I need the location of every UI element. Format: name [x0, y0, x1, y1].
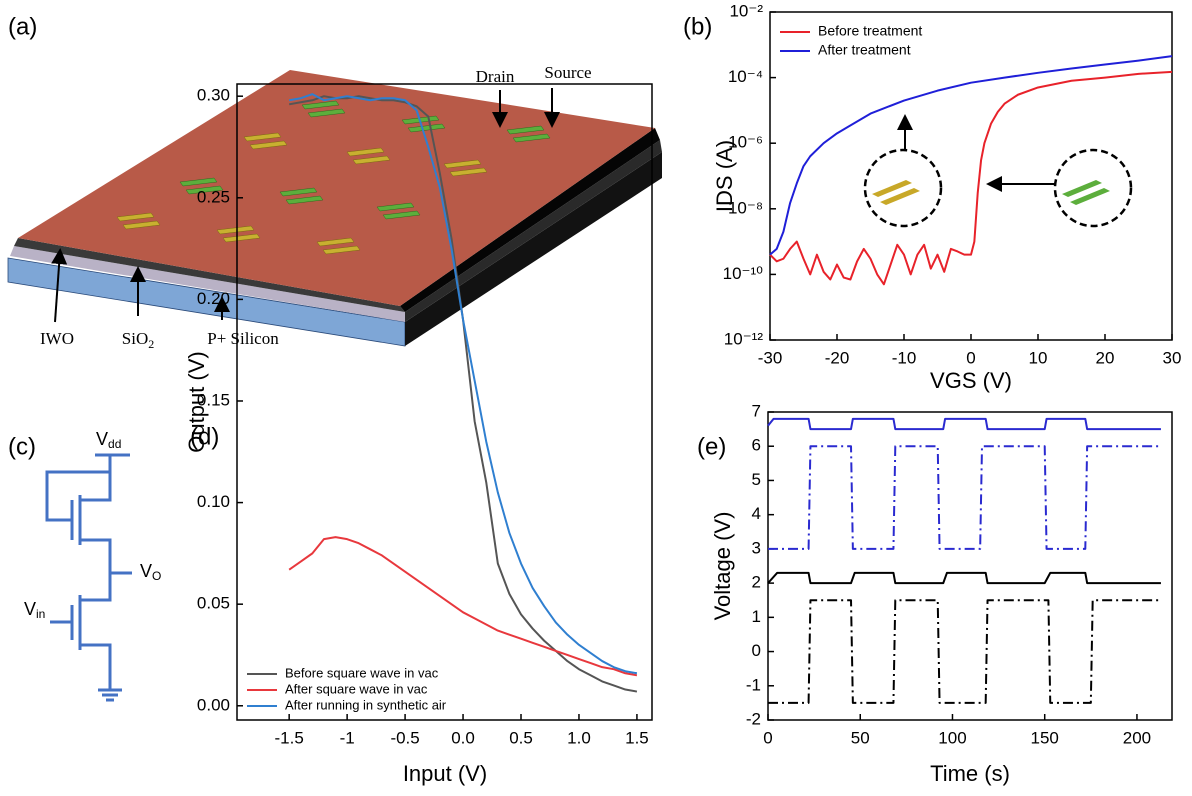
x-tick-label: -0.5	[390, 728, 419, 747]
panel-label: (a)	[8, 13, 37, 40]
y-tick-label: 0.30	[197, 86, 230, 105]
iwo-label: IWO	[40, 329, 74, 348]
x-axis-title: Time (s)	[930, 761, 1010, 786]
y-axis-title: Voltage (V)	[710, 512, 735, 621]
y-axis-title: IDS (A)	[712, 140, 737, 212]
y-tick-label: 0.25	[197, 187, 230, 206]
x-tick-label: -1	[340, 728, 355, 747]
x-tick-label: -1.5	[275, 728, 304, 747]
vdd-sub: dd	[108, 437, 121, 451]
x-tick-label: 100	[938, 728, 966, 747]
y-tick-label: 10⁻¹²	[724, 329, 764, 348]
y-tick-label: 0	[752, 641, 761, 660]
legend-label: Before treatment	[818, 23, 922, 39]
vin-base: V	[24, 599, 36, 619]
x-tick-label: 10	[1029, 348, 1048, 367]
vdd-label: Vdd	[96, 429, 121, 451]
series-line	[768, 446, 1161, 549]
x-tick-label: 0.5	[509, 728, 533, 747]
x-tick-label: 30	[1163, 348, 1182, 367]
silicon-label: P+ Silicon	[207, 329, 279, 348]
x-axis-title: Input (V)	[403, 761, 487, 786]
y-tick-label: 10⁻²	[729, 1, 763, 20]
legend-label: After square wave in vac	[285, 681, 428, 696]
legend-label: After treatment	[818, 42, 911, 58]
inset-illustrations	[865, 118, 1131, 226]
y-tick-label: 4	[752, 504, 761, 523]
sio2-label: SiO2	[122, 329, 154, 351]
sio2-sub: 2	[148, 337, 154, 351]
y-tick-label: 5	[752, 470, 761, 489]
y-tick-label: 0.20	[197, 289, 230, 308]
y-tick-label: 0.05	[197, 594, 230, 613]
vdd-base: V	[96, 429, 108, 449]
x-tick-label: 0	[763, 728, 772, 747]
y-tick-label: 3	[752, 538, 761, 557]
y-tick-label: -1	[746, 675, 761, 694]
sio2-base: SiO	[122, 329, 148, 348]
x-tick-label: 50	[851, 728, 870, 747]
series-line	[768, 419, 1161, 429]
y-axis-title: Output (V)	[184, 351, 209, 452]
y-tick-label: -2	[746, 709, 761, 728]
x-tick-label: 20	[1096, 348, 1115, 367]
figure: (a) Drain Source IWO SiO2 P+ Silicon (c)…	[0, 0, 1192, 796]
panel-label: (c)	[8, 433, 36, 460]
inverter-circuit	[47, 455, 132, 700]
x-axis-title: VGS (V)	[930, 368, 1012, 393]
x-tick-label: 1.0	[567, 728, 591, 747]
y-tick-label: 10⁻⁴	[728, 67, 763, 86]
y-tick-label: 10⁻¹⁰	[723, 264, 764, 283]
x-tick-label: -30	[758, 348, 783, 367]
x-tick-label: 200	[1123, 728, 1151, 747]
y-tick-label: 0.00	[197, 695, 230, 714]
vo-sub: O	[152, 569, 161, 583]
x-tick-label: 1.5	[625, 728, 649, 747]
series-line	[768, 573, 1161, 583]
x-tick-label: 0	[966, 348, 975, 367]
legend-label: Before square wave in vac	[285, 665, 439, 680]
y-tick-label: 2	[752, 573, 761, 592]
x-tick-label: 150	[1031, 728, 1059, 747]
legend-label: After running in synthetic air	[285, 697, 447, 712]
plot-frame	[768, 412, 1172, 720]
y-tick-label: 0.10	[197, 492, 230, 511]
drain-label: Drain	[476, 67, 515, 86]
y-tick-label: 1	[752, 607, 761, 626]
vo-label: VO	[140, 561, 161, 583]
vin-label: Vin	[24, 599, 45, 621]
series-line	[289, 537, 637, 675]
y-tick-label: 6	[752, 436, 761, 455]
panel-label: (b)	[683, 13, 712, 40]
series-line	[768, 600, 1161, 703]
x-tick-label: -10	[892, 348, 917, 367]
panel-label: (e)	[697, 433, 726, 460]
vin-sub: in	[36, 607, 45, 621]
y-tick-label: 7	[752, 401, 761, 420]
x-tick-label: -20	[825, 348, 850, 367]
vo-base: V	[140, 561, 152, 581]
x-tick-label: 0.0	[451, 728, 475, 747]
source-label: Source	[544, 63, 591, 82]
device-illustration	[8, 70, 662, 346]
